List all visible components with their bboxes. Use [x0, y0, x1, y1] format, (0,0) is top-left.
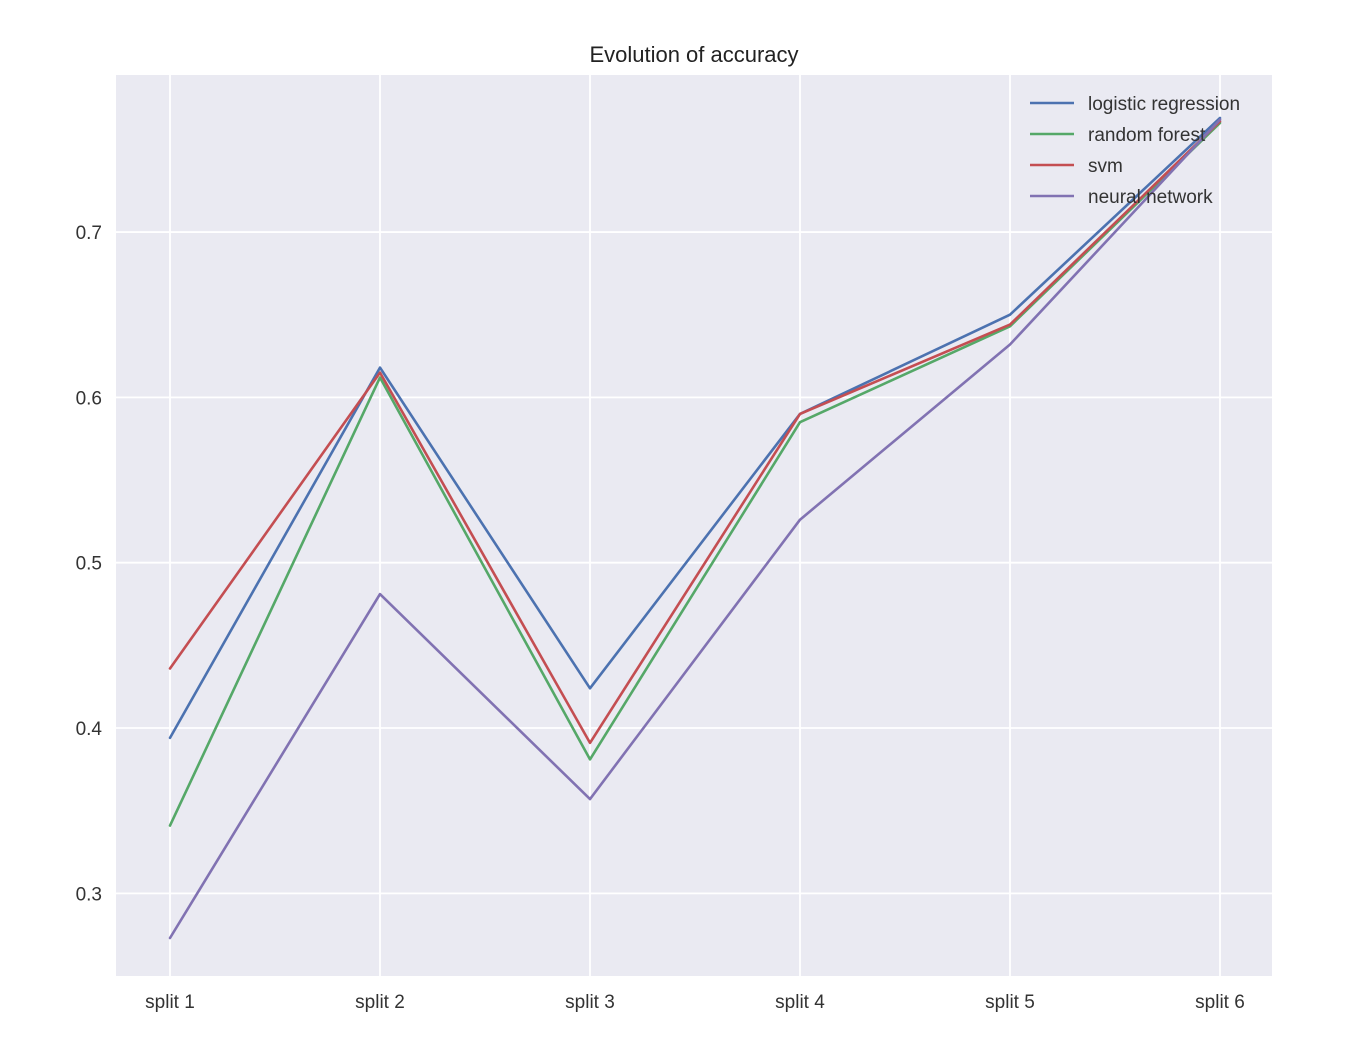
series-lines — [168, 116, 1222, 940]
y-tick-label: 0.6 — [76, 388, 102, 409]
series-line-3 — [168, 120, 1222, 745]
series-line-1 — [168, 116, 1222, 740]
legend-label: logistic regression — [1088, 94, 1240, 115]
y-tick-label: 0.4 — [76, 719, 103, 740]
x-tick-label: split 1 — [145, 992, 195, 1013]
y-tick-label: 0.7 — [76, 223, 102, 244]
plot-background — [116, 75, 1272, 976]
x-tick-label: split 3 — [565, 992, 615, 1013]
legend-label: svm — [1088, 156, 1123, 177]
series-line-4 — [168, 118, 1222, 940]
grid — [116, 75, 1272, 976]
x-tick-label: split 5 — [985, 992, 1035, 1013]
y-tick-label: 0.5 — [76, 554, 102, 575]
legend: logistic regression random forest svm neura… — [1030, 94, 1240, 208]
chart-title: Evolution of accuracy — [589, 42, 798, 67]
y-tick-label: 0.3 — [76, 884, 102, 905]
x-axis-ticks: split 1 split 2 split 3 split 4 split 5 split… — [145, 992, 1245, 1013]
x-tick-label: split 2 — [355, 992, 405, 1013]
legend-label: neural network — [1088, 187, 1213, 208]
x-tick-label: split 4 — [775, 992, 825, 1013]
x-tick-label: split 6 — [1195, 992, 1245, 1013]
legend-label: random forest — [1088, 125, 1206, 146]
y-axis-ticks: 0.3 0.4 0.5 0.6 0.7 — [76, 223, 103, 905]
